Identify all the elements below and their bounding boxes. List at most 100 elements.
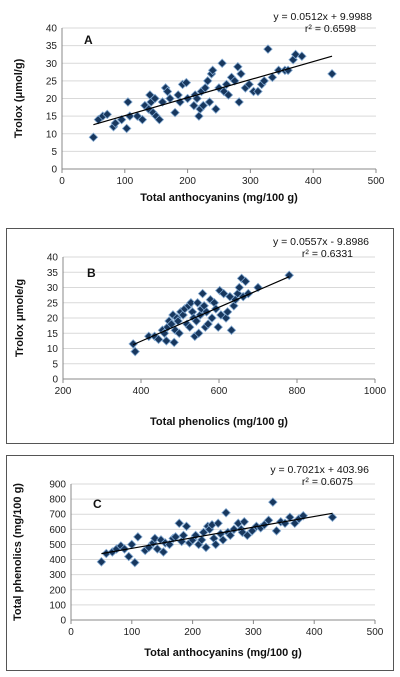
data-point — [240, 276, 251, 287]
x-tick-label: 500 — [367, 627, 384, 638]
data-point — [198, 100, 209, 111]
data-point — [285, 512, 295, 523]
data-point — [193, 328, 204, 339]
data-point — [191, 316, 202, 326]
data-point — [263, 44, 273, 54]
scatter-chart-b: 0 5 10 15 20 25 30 35 40 200 400 600 800 1000 y = 0.05… — [14, 236, 387, 428]
data-point — [283, 65, 293, 76]
data-point — [186, 297, 196, 308]
data-point — [239, 517, 250, 527]
data-point — [236, 273, 247, 284]
data-point — [174, 518, 184, 529]
data-point — [218, 288, 229, 299]
data-point — [242, 530, 253, 541]
x-tick-label: 100 — [116, 176, 133, 187]
y-tick-label: 30 — [47, 283, 59, 294]
scatter-chart-c: 0 100 200 300 400 500 600 700 800 900 0 100 200 300 40… — [12, 464, 384, 659]
data-point — [110, 118, 121, 128]
chart-panel-b: 0 5 10 15 20 25 30 35 40 200 400 600 800 1000 y = 0.05… — [6, 228, 394, 444]
data-point — [169, 337, 179, 348]
data-point — [297, 51, 307, 61]
x-tick-label: 400 — [305, 176, 322, 187]
y-tick-label: 700 — [49, 510, 66, 521]
x-tick-label: 200 — [184, 627, 201, 638]
chart-panel-c: 0 100 200 300 400 500 600 700 800 900 0 100 200 300 40… — [6, 455, 394, 671]
y-tick-label: 35 — [47, 268, 59, 279]
data-point — [207, 313, 217, 323]
x-tick-label: 300 — [242, 176, 259, 187]
data-point — [88, 132, 99, 143]
y-tick-label: 15 — [47, 329, 59, 340]
data-point — [153, 334, 164, 345]
data-point — [205, 294, 216, 305]
data-point — [152, 544, 163, 554]
data-point — [123, 551, 134, 562]
x-axis-label: Total anthocyanins (mg/100 g) — [140, 192, 298, 204]
data-point — [327, 512, 338, 523]
r-squared-label: r² = 0.6075 — [302, 476, 353, 488]
data-point — [213, 322, 223, 332]
data-point — [173, 90, 183, 100]
regression-equation: y = 0.0557x - 9.8986 — [273, 236, 369, 248]
chart-panel-a: 0 5 10 15 20 25 30 35 40 0 100 200 300 400 500 y = 0.05… — [6, 4, 394, 220]
data-point — [233, 62, 243, 72]
data-point — [271, 526, 282, 536]
data-point — [210, 539, 221, 550]
y-tick-label: 40 — [47, 253, 59, 264]
x-tick-label: 400 — [133, 386, 150, 397]
trendline — [132, 276, 290, 346]
y-tick-label: 400 — [49, 555, 66, 566]
trendline — [93, 55, 333, 126]
y-axis-label: Trolox μmole/g — [14, 279, 26, 357]
data-point — [253, 282, 263, 293]
y-tick-label: 200 — [49, 585, 66, 596]
data-point — [123, 97, 133, 107]
data-point — [96, 557, 107, 567]
x-tick-label: 200 — [55, 386, 72, 397]
data-point — [284, 270, 294, 281]
data-point — [192, 93, 202, 104]
x-tick-label: 400 — [306, 627, 323, 638]
data-point — [192, 297, 203, 308]
data-point — [221, 507, 231, 518]
data-point — [207, 65, 218, 76]
data-point — [130, 557, 140, 568]
data-point — [196, 535, 207, 545]
y-tick-label: 100 — [49, 600, 66, 611]
data-point — [121, 123, 132, 134]
x-tick-label: 1000 — [364, 386, 387, 397]
data-point — [102, 109, 112, 120]
y-tick-label: 300 — [49, 570, 66, 581]
data-point — [157, 97, 168, 107]
data-point — [201, 542, 211, 553]
y-tick-label: 5 — [52, 359, 58, 370]
data-point — [119, 544, 130, 554]
data-point — [190, 530, 201, 541]
x-axis-label: Total phenolics (mg/100 g) — [150, 416, 288, 428]
y-tick-label: 25 — [46, 76, 58, 87]
data-point — [203, 319, 213, 329]
data-point — [181, 521, 192, 532]
data-point — [327, 69, 337, 79]
data-point — [225, 291, 235, 302]
data-point — [268, 497, 278, 507]
y-axis-label: Trolox (μmol/g) — [13, 58, 25, 138]
data-point — [202, 76, 213, 86]
panel-letter: A — [84, 33, 93, 47]
x-tick-label: 300 — [245, 627, 262, 638]
data-point — [216, 310, 226, 320]
data-point — [215, 285, 225, 296]
data-point — [223, 90, 234, 100]
data-point — [137, 114, 148, 125]
data-point — [189, 100, 199, 111]
x-tick-label: 600 — [211, 386, 228, 397]
data-point — [229, 76, 240, 86]
data-point — [161, 336, 172, 346]
data-point — [164, 539, 175, 550]
data-point — [218, 535, 228, 545]
y-tick-label: 10 — [47, 344, 59, 355]
data-point — [222, 307, 233, 317]
data-point — [150, 93, 160, 104]
data-point — [197, 288, 208, 299]
